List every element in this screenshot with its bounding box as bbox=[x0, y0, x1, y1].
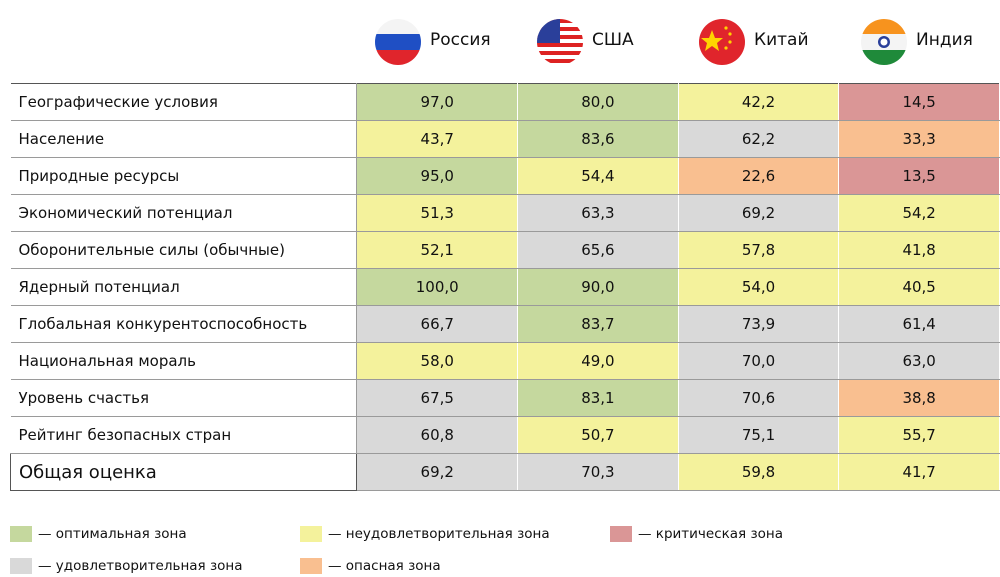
value-cell: 38,8 bbox=[838, 379, 1000, 417]
legend-text: — удовлетворительная зона bbox=[38, 558, 243, 574]
value-cell: 60,8 bbox=[356, 416, 519, 454]
value-cell: 63,0 bbox=[838, 342, 1000, 380]
table-row: Рейтинг безопасных стран 60,8 50,7 75,1 55,7 bbox=[10, 416, 1000, 454]
value-cell: 54,2 bbox=[838, 194, 1000, 232]
country: США bbox=[520, 16, 682, 66]
row-label: Географические условия bbox=[10, 83, 358, 121]
country-name: Китай bbox=[754, 30, 809, 50]
value-cell: 52,1 bbox=[356, 231, 519, 269]
table-row: Географические условия 97,0 80,0 42,2 14,5 bbox=[10, 83, 1000, 121]
value-cell: 83,7 bbox=[517, 305, 679, 343]
legend-swatch bbox=[10, 558, 32, 574]
table-row: Уровень счастья 67,5 83,1 70,6 38,8 bbox=[10, 379, 1000, 417]
value-cell: 54,0 bbox=[678, 268, 840, 306]
legend-text: — неудовлетворительная зона bbox=[328, 526, 550, 542]
table-row: Оборонительные силы (обычные) 52,1 65,6 57,… bbox=[10, 231, 1000, 269]
value-cell: 41,8 bbox=[838, 231, 1000, 269]
table-row: Глобальная конкурентоспособность 66,7 83,7… bbox=[10, 305, 1000, 343]
value-cell: 83,6 bbox=[517, 120, 679, 158]
table-row: Природные ресурсы 95,0 54,4 22,6 13,5 bbox=[10, 157, 1000, 195]
value-cell: 33,3 bbox=[838, 120, 1000, 158]
value-cell: 83,1 bbox=[517, 379, 679, 417]
table-row: Население 43,7 83,6 62,2 33,3 bbox=[10, 120, 1000, 158]
value-cell: 100,0 bbox=[356, 268, 519, 306]
legend-swatch bbox=[10, 526, 32, 542]
country-name: США bbox=[592, 30, 634, 50]
value-cell: 63,3 bbox=[517, 194, 679, 232]
value-cell: 49,0 bbox=[517, 342, 679, 380]
value-cell: 43,7 bbox=[356, 120, 519, 158]
row-label: Население bbox=[10, 120, 358, 158]
value-cell: 41,7 bbox=[838, 453, 1000, 491]
flag-russia bbox=[375, 19, 421, 65]
row-label: Ядерный потенциал bbox=[10, 268, 358, 306]
value-cell: 61,4 bbox=[838, 305, 1000, 343]
legend: — оптимальная зона — неудовлетворительная… bbox=[10, 524, 1000, 577]
value-cell: 69,2 bbox=[678, 194, 840, 232]
flag-usa bbox=[537, 19, 583, 65]
value-cell: 67,5 bbox=[356, 379, 519, 417]
row-label: Экономический потенциал bbox=[10, 194, 358, 232]
country: Россия bbox=[358, 16, 520, 66]
value-cell: 22,6 bbox=[678, 157, 840, 195]
value-cell: 65,6 bbox=[517, 231, 679, 269]
value-cell: 51,3 bbox=[356, 194, 519, 232]
data-table: Географические условия 97,0 80,0 42,2 14,5 На… bbox=[9, 83, 1000, 491]
value-cell: 66,7 bbox=[356, 305, 519, 343]
value-cell: 70,0 bbox=[678, 342, 840, 380]
value-cell: 42,2 bbox=[678, 83, 840, 121]
legend-text: — оптимальная зона bbox=[38, 526, 187, 542]
value-cell: 70,6 bbox=[678, 379, 840, 417]
row-label: Оборонительные силы (обычные) bbox=[10, 231, 358, 269]
row-label: Рейтинг безопасных стран bbox=[10, 416, 358, 454]
legend-text: — критическая зона bbox=[638, 526, 784, 542]
flag-india bbox=[861, 19, 907, 65]
row-label: Национальная мораль bbox=[10, 342, 358, 380]
table-row: Экономический потенциал 51,3 63,3 69,2 54,2 bbox=[10, 194, 1000, 232]
value-cell: 58,0 bbox=[356, 342, 519, 380]
value-cell: 70,3 bbox=[517, 453, 679, 491]
value-cell: 69,2 bbox=[356, 453, 519, 491]
table-row: Национальная мораль 58,0 49,0 70,0 63,0 bbox=[10, 342, 1000, 380]
row-label: Общая оценка bbox=[9, 453, 358, 491]
value-cell: 54,4 bbox=[517, 157, 679, 195]
legend-text: — опасная зона bbox=[328, 558, 441, 574]
flag-china bbox=[699, 19, 745, 65]
country: Китай bbox=[682, 16, 844, 66]
country-name: Россия bbox=[430, 30, 491, 50]
legend-swatch bbox=[610, 526, 632, 542]
value-cell: 13,5 bbox=[838, 157, 1000, 195]
value-cell: 55,7 bbox=[838, 416, 1000, 454]
country: Индия bbox=[844, 16, 1000, 66]
value-cell: 73,9 bbox=[678, 305, 840, 343]
value-cell: 57,8 bbox=[678, 231, 840, 269]
row-label: Глобальная конкурентоспособность bbox=[10, 305, 358, 343]
value-cell: 62,2 bbox=[678, 120, 840, 158]
table-row: Общая оценка 69,2 70,3 59,8 41,7 bbox=[9, 453, 1000, 491]
value-cell: 40,5 bbox=[838, 268, 1000, 306]
value-cell: 95,0 bbox=[356, 157, 519, 195]
country-name: Индия bbox=[916, 30, 973, 50]
header: Россия США Китай Индия bbox=[358, 16, 1000, 66]
row-label: Уровень счастья bbox=[10, 379, 358, 417]
value-cell: 97,0 bbox=[356, 83, 519, 121]
value-cell: 50,7 bbox=[517, 416, 679, 454]
legend-swatch bbox=[300, 558, 322, 574]
value-cell: 75,1 bbox=[678, 416, 840, 454]
value-cell: 14,5 bbox=[838, 83, 1000, 121]
value-cell: 59,8 bbox=[678, 453, 840, 491]
value-cell: 90,0 bbox=[517, 268, 679, 306]
legend-swatch bbox=[300, 526, 322, 542]
value-cell: 80,0 bbox=[517, 83, 679, 121]
table-row: Ядерный потенциал 100,0 90,0 54,0 40,5 bbox=[10, 268, 1000, 306]
row-label: Природные ресурсы bbox=[10, 157, 358, 195]
